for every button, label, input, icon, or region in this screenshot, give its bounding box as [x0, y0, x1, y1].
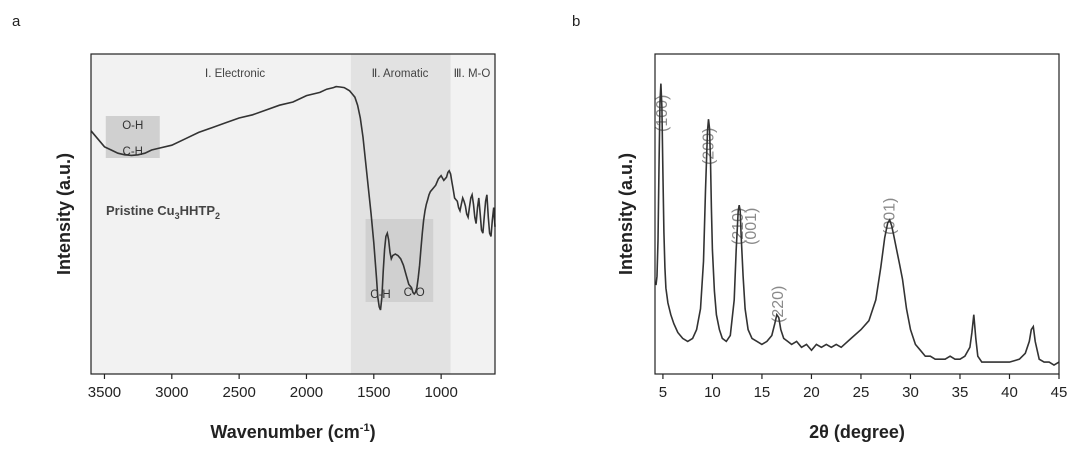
chart-a-band-label: C-H [370, 289, 390, 301]
chart-a-region-label: Ⅱ. Aromatic [372, 68, 429, 80]
chart-a-ylabel: Intensity (a.u.) [54, 153, 74, 275]
chart-a-region-label: Ⅲ. M-O [454, 68, 491, 80]
chart-b-ylabel: Intensity (a.u.) [616, 153, 636, 275]
chart-b-peak-label: (001) [882, 198, 899, 235]
chart-a-sample-label: Pristine Cu3HHTP2 [106, 203, 220, 221]
chart-a-band-label: O-H [122, 120, 143, 132]
panel-label-a: a [12, 13, 21, 30]
chart-b-peak-label: (001) [743, 208, 760, 245]
chart-a-xlabel: Wavenumber (cm-1) [210, 422, 375, 442]
chart-a-x-tick-label: 1000 [424, 384, 457, 401]
chart-b-frame [654, 53, 1060, 375]
chart-a-frame [90, 53, 496, 375]
chart-b-x-tick-label: 45 [1051, 384, 1068, 401]
panel-label-b: b [572, 13, 580, 30]
chart-a-x-tick-label: 3000 [155, 384, 188, 401]
chart-a-region-label: Ⅰ. Electronic [205, 68, 266, 80]
chart-a-x-tick-label: 3500 [88, 384, 121, 401]
chart-a-series-line [90, 85, 496, 311]
chart-a-band-box-ch [365, 219, 396, 302]
chart-b-x-tick-label: 10 [704, 384, 721, 401]
chart-a: Ⅰ. Electronic Ⅱ. Aromatic Ⅲ. M-OO-HC-HC-H C… [54, 53, 496, 442]
chart-b-peak-label: (210) [730, 208, 747, 245]
chart-a-region-aromatic [350, 54, 451, 374]
chart-b-x-tick-label: 5 [659, 384, 667, 401]
chart-b-xlabel: 2θ (degree) [809, 422, 905, 442]
chart-a-x-tick-label: 2500 [222, 384, 255, 401]
chart-b-x-tick-label: 25 [853, 384, 870, 401]
chart-a-x-tick-label: 2000 [290, 384, 323, 401]
chart-b-x-tick-label: 20 [803, 384, 820, 401]
chart-b-x-tick-label: 40 [1001, 384, 1018, 401]
chart-b: (100)(200)(210)(001)(220)(001) 5 10 15 20 25… [616, 53, 1068, 442]
chart-b-x-tick-label: 35 [952, 384, 969, 401]
chart-a-band-label: C-H [123, 146, 143, 158]
chart-b-x-tick-label: 15 [754, 384, 771, 401]
chart-b-series-line [655, 83, 1060, 367]
chart-b-x-tick-label: 30 [902, 384, 919, 401]
chart-b-peak-label: (200) [701, 128, 718, 165]
chart-b-peak-label: (220) [770, 286, 787, 323]
chart-a-x-tick-label: 1500 [357, 384, 390, 401]
